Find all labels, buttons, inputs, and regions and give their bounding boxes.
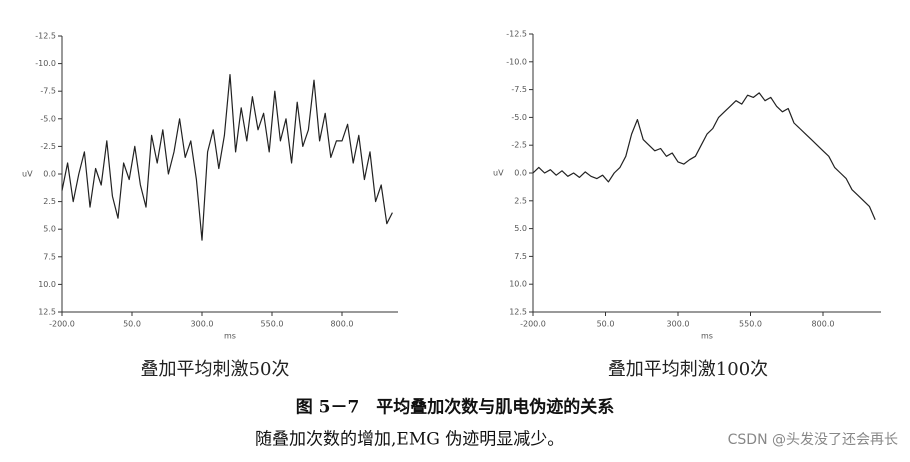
caption: 随叠加次数的增加,EMG 伪迹明显减少。 xyxy=(255,430,564,450)
y-tick-label: -12.5 xyxy=(35,32,56,41)
y-tick-label: 10.0 xyxy=(38,280,56,289)
y-tick-label: 2.5 xyxy=(514,196,527,205)
y-tick-label: -7.5 xyxy=(511,85,527,94)
y-tick-label: -10.0 xyxy=(506,57,527,66)
x-tick-label: 300.0 xyxy=(667,320,690,329)
y-tick-label: 5.0 xyxy=(43,225,56,234)
signal-line xyxy=(61,74,393,241)
y-tick-label: 2.5 xyxy=(43,197,56,206)
y-tick-label: 7.5 xyxy=(514,252,527,261)
figure-title: 图 5－7 平均叠加次数与肌电伪迹的关系 xyxy=(296,397,615,418)
y-tick-label: 5.0 xyxy=(514,224,527,233)
y-tick-label: -10.0 xyxy=(35,59,56,68)
x-tick-label: 50.0 xyxy=(123,320,141,329)
y-axis-label: uV xyxy=(493,169,504,178)
x-tick-label: 550.0 xyxy=(261,320,284,329)
y-tick-label: 12.5 xyxy=(509,308,527,317)
y-tick-label: -7.5 xyxy=(40,87,56,96)
y-tick-label: 0.0 xyxy=(43,170,56,179)
y-tick-label: -2.5 xyxy=(511,141,527,150)
x-tick-label: 800.0 xyxy=(331,320,354,329)
x-tick-label: -200.0 xyxy=(49,320,75,329)
watermark: CSDN @头发没了还会再长 xyxy=(728,432,898,448)
y-tick-label: -12.5 xyxy=(506,30,527,39)
y-tick-label: -5.0 xyxy=(40,114,56,123)
chart-title: 叠加平均刺激50次 xyxy=(141,359,290,380)
y-tick-label: 10.0 xyxy=(509,280,527,289)
x-axis-label: ms xyxy=(224,332,236,341)
y-tick-label: -5.0 xyxy=(511,113,527,122)
x-tick-label: 50.0 xyxy=(597,320,615,329)
x-tick-label: 800.0 xyxy=(812,320,835,329)
chart-title: 叠加平均刺激100次 xyxy=(608,359,768,380)
x-axis-label: ms xyxy=(701,332,713,341)
y-tick-label: -2.5 xyxy=(40,142,56,151)
y-tick-label: 0.0 xyxy=(514,169,527,178)
y-axis-label: uV xyxy=(22,170,33,179)
x-tick-label: 550.0 xyxy=(739,320,762,329)
y-tick-label: 7.5 xyxy=(43,252,56,261)
y-tick-label: 12.5 xyxy=(38,308,56,317)
x-tick-label: 300.0 xyxy=(191,320,214,329)
x-tick-label: -200.0 xyxy=(520,320,546,329)
signal-line xyxy=(532,92,876,220)
